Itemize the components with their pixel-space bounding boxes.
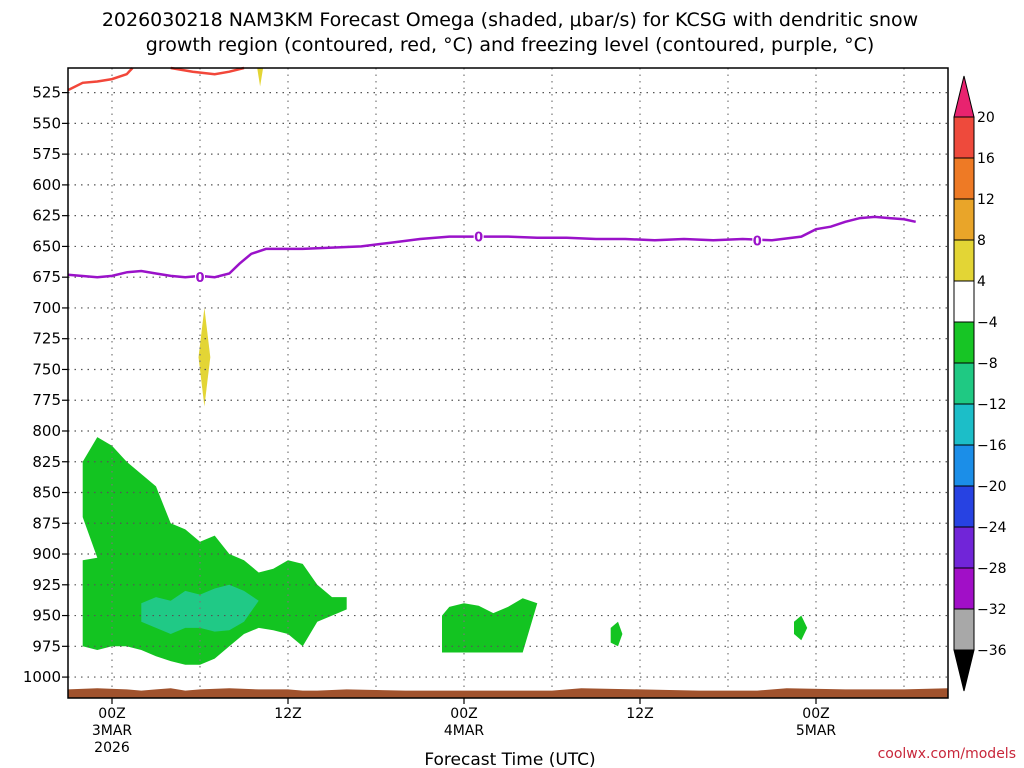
colorbar-swatch xyxy=(953,608,975,651)
freezing-level-label: 0 xyxy=(195,271,204,286)
x-axis-label: Forecast Time (UTC) xyxy=(424,750,595,768)
y-tick-label: 925 xyxy=(32,576,61,594)
colorbar-swatch xyxy=(953,198,975,241)
freezing-label-bg xyxy=(195,269,205,285)
colorbar-swatch xyxy=(953,362,975,405)
y-tick-label: 800 xyxy=(32,422,61,440)
colorbar-label: −4 xyxy=(977,315,998,331)
omega-neg-weak-area xyxy=(442,598,538,653)
y-tick-label: 525 xyxy=(32,84,61,102)
colorbar-label: −8 xyxy=(977,356,998,372)
colorbar-swatch xyxy=(953,116,975,159)
colorbar-label: −16 xyxy=(977,438,1007,454)
colorbar-swatch xyxy=(953,444,975,487)
colorbar-swatch xyxy=(953,526,975,569)
colorbar-label: −32 xyxy=(977,602,1007,618)
colorbar-label: 12 xyxy=(977,192,995,208)
x-tick-date: 3MAR xyxy=(92,723,133,739)
x-tick-label: 12Z xyxy=(626,706,653,722)
freezing-level-label: 0 xyxy=(474,231,483,246)
freezing-level-label: 0 xyxy=(753,234,762,249)
y-tick-label: 950 xyxy=(32,607,61,625)
colorbar-label: 4 xyxy=(977,274,986,290)
y-tick-label: 625 xyxy=(32,207,61,225)
omega-shading xyxy=(82,68,808,665)
colorbar-label: 20 xyxy=(977,110,995,126)
dgz-contour-line xyxy=(67,67,134,92)
ground-surface-fill xyxy=(68,688,948,698)
colorbar-top-arrow xyxy=(953,75,975,118)
x-tick-label: 00Z xyxy=(98,706,125,722)
y-axis: 525 550 575 600 625 650 675 700 725 750 775 800 825 8… xyxy=(23,84,68,686)
colorbar-swatch xyxy=(953,321,975,364)
colorbar-label: −12 xyxy=(977,397,1007,413)
plot-frame xyxy=(67,67,949,699)
credit-text: coolwx.com/models xyxy=(878,746,1016,762)
chart-title-line2: growth region (contoured, red, °C) and f… xyxy=(146,34,875,56)
y-tick-label: 975 xyxy=(32,637,61,655)
y-tick-label: 750 xyxy=(32,360,61,378)
colorbar-bottom-arrow xyxy=(953,649,975,692)
y-tick-label: 1000 xyxy=(23,668,61,686)
colorbar-swatch xyxy=(953,567,975,610)
y-tick-label: 600 xyxy=(32,176,61,194)
contour-lines: 0 0 0 xyxy=(67,66,916,286)
y-tick-label: 550 xyxy=(32,114,61,132)
omega-neg-moderate-area xyxy=(141,584,259,634)
chart-title: 2026030218 NAM3KM Forecast Omega (shaded… xyxy=(102,9,918,31)
x-tick-label: 12Z xyxy=(274,706,301,722)
y-tick-label: 775 xyxy=(32,391,61,409)
omega-pos-weak-area xyxy=(198,307,211,407)
y-tick-label: 725 xyxy=(32,330,61,348)
y-tick-label: 700 xyxy=(32,299,61,317)
y-tick-label: 875 xyxy=(32,514,61,532)
freezing-label-bg xyxy=(473,228,484,244)
grid-lines xyxy=(68,68,948,698)
x-tick-date: 5MAR xyxy=(796,723,837,739)
colorbar-label: −24 xyxy=(977,520,1007,536)
x-tick-label: 00Z xyxy=(802,706,829,722)
freezing-level-line xyxy=(67,215,916,279)
colorbar-swatch xyxy=(953,157,975,200)
omega-neg-weak-area xyxy=(610,621,623,647)
y-tick-label: 650 xyxy=(32,237,61,255)
y-tick-label: 825 xyxy=(32,453,61,471)
colorbar-label: 16 xyxy=(977,151,995,167)
colorbar-label: −28 xyxy=(977,561,1007,577)
freezing-label-bg xyxy=(752,232,763,248)
colorbar-label: −20 xyxy=(977,479,1007,495)
y-tick-label: 850 xyxy=(32,484,61,502)
colorbar: 20 16 12 8 4 −4 −8 −12 −16 −20 −24 −28 −32 −36 xyxy=(953,75,1007,692)
omega-neg-weak-area xyxy=(794,615,808,641)
y-tick-label: 675 xyxy=(32,268,61,286)
y-tick-label: 575 xyxy=(32,145,61,163)
ground-surface xyxy=(68,688,948,698)
x-tick-label: 00Z xyxy=(450,706,477,722)
x-tick-year: 2026 xyxy=(94,740,130,756)
colorbar-swatch xyxy=(953,280,975,323)
x-tick-date: 4MAR xyxy=(444,723,485,739)
colorbar-swatch xyxy=(953,485,975,528)
colorbar-label: −36 xyxy=(977,643,1007,659)
colorbar-swatch xyxy=(953,403,975,446)
colorbar-label: 8 xyxy=(977,233,986,249)
omega-pos-weak-area xyxy=(257,68,264,87)
dgz-contour-line xyxy=(170,66,245,76)
colorbar-swatch xyxy=(953,239,975,282)
y-tick-label: 900 xyxy=(32,545,61,563)
